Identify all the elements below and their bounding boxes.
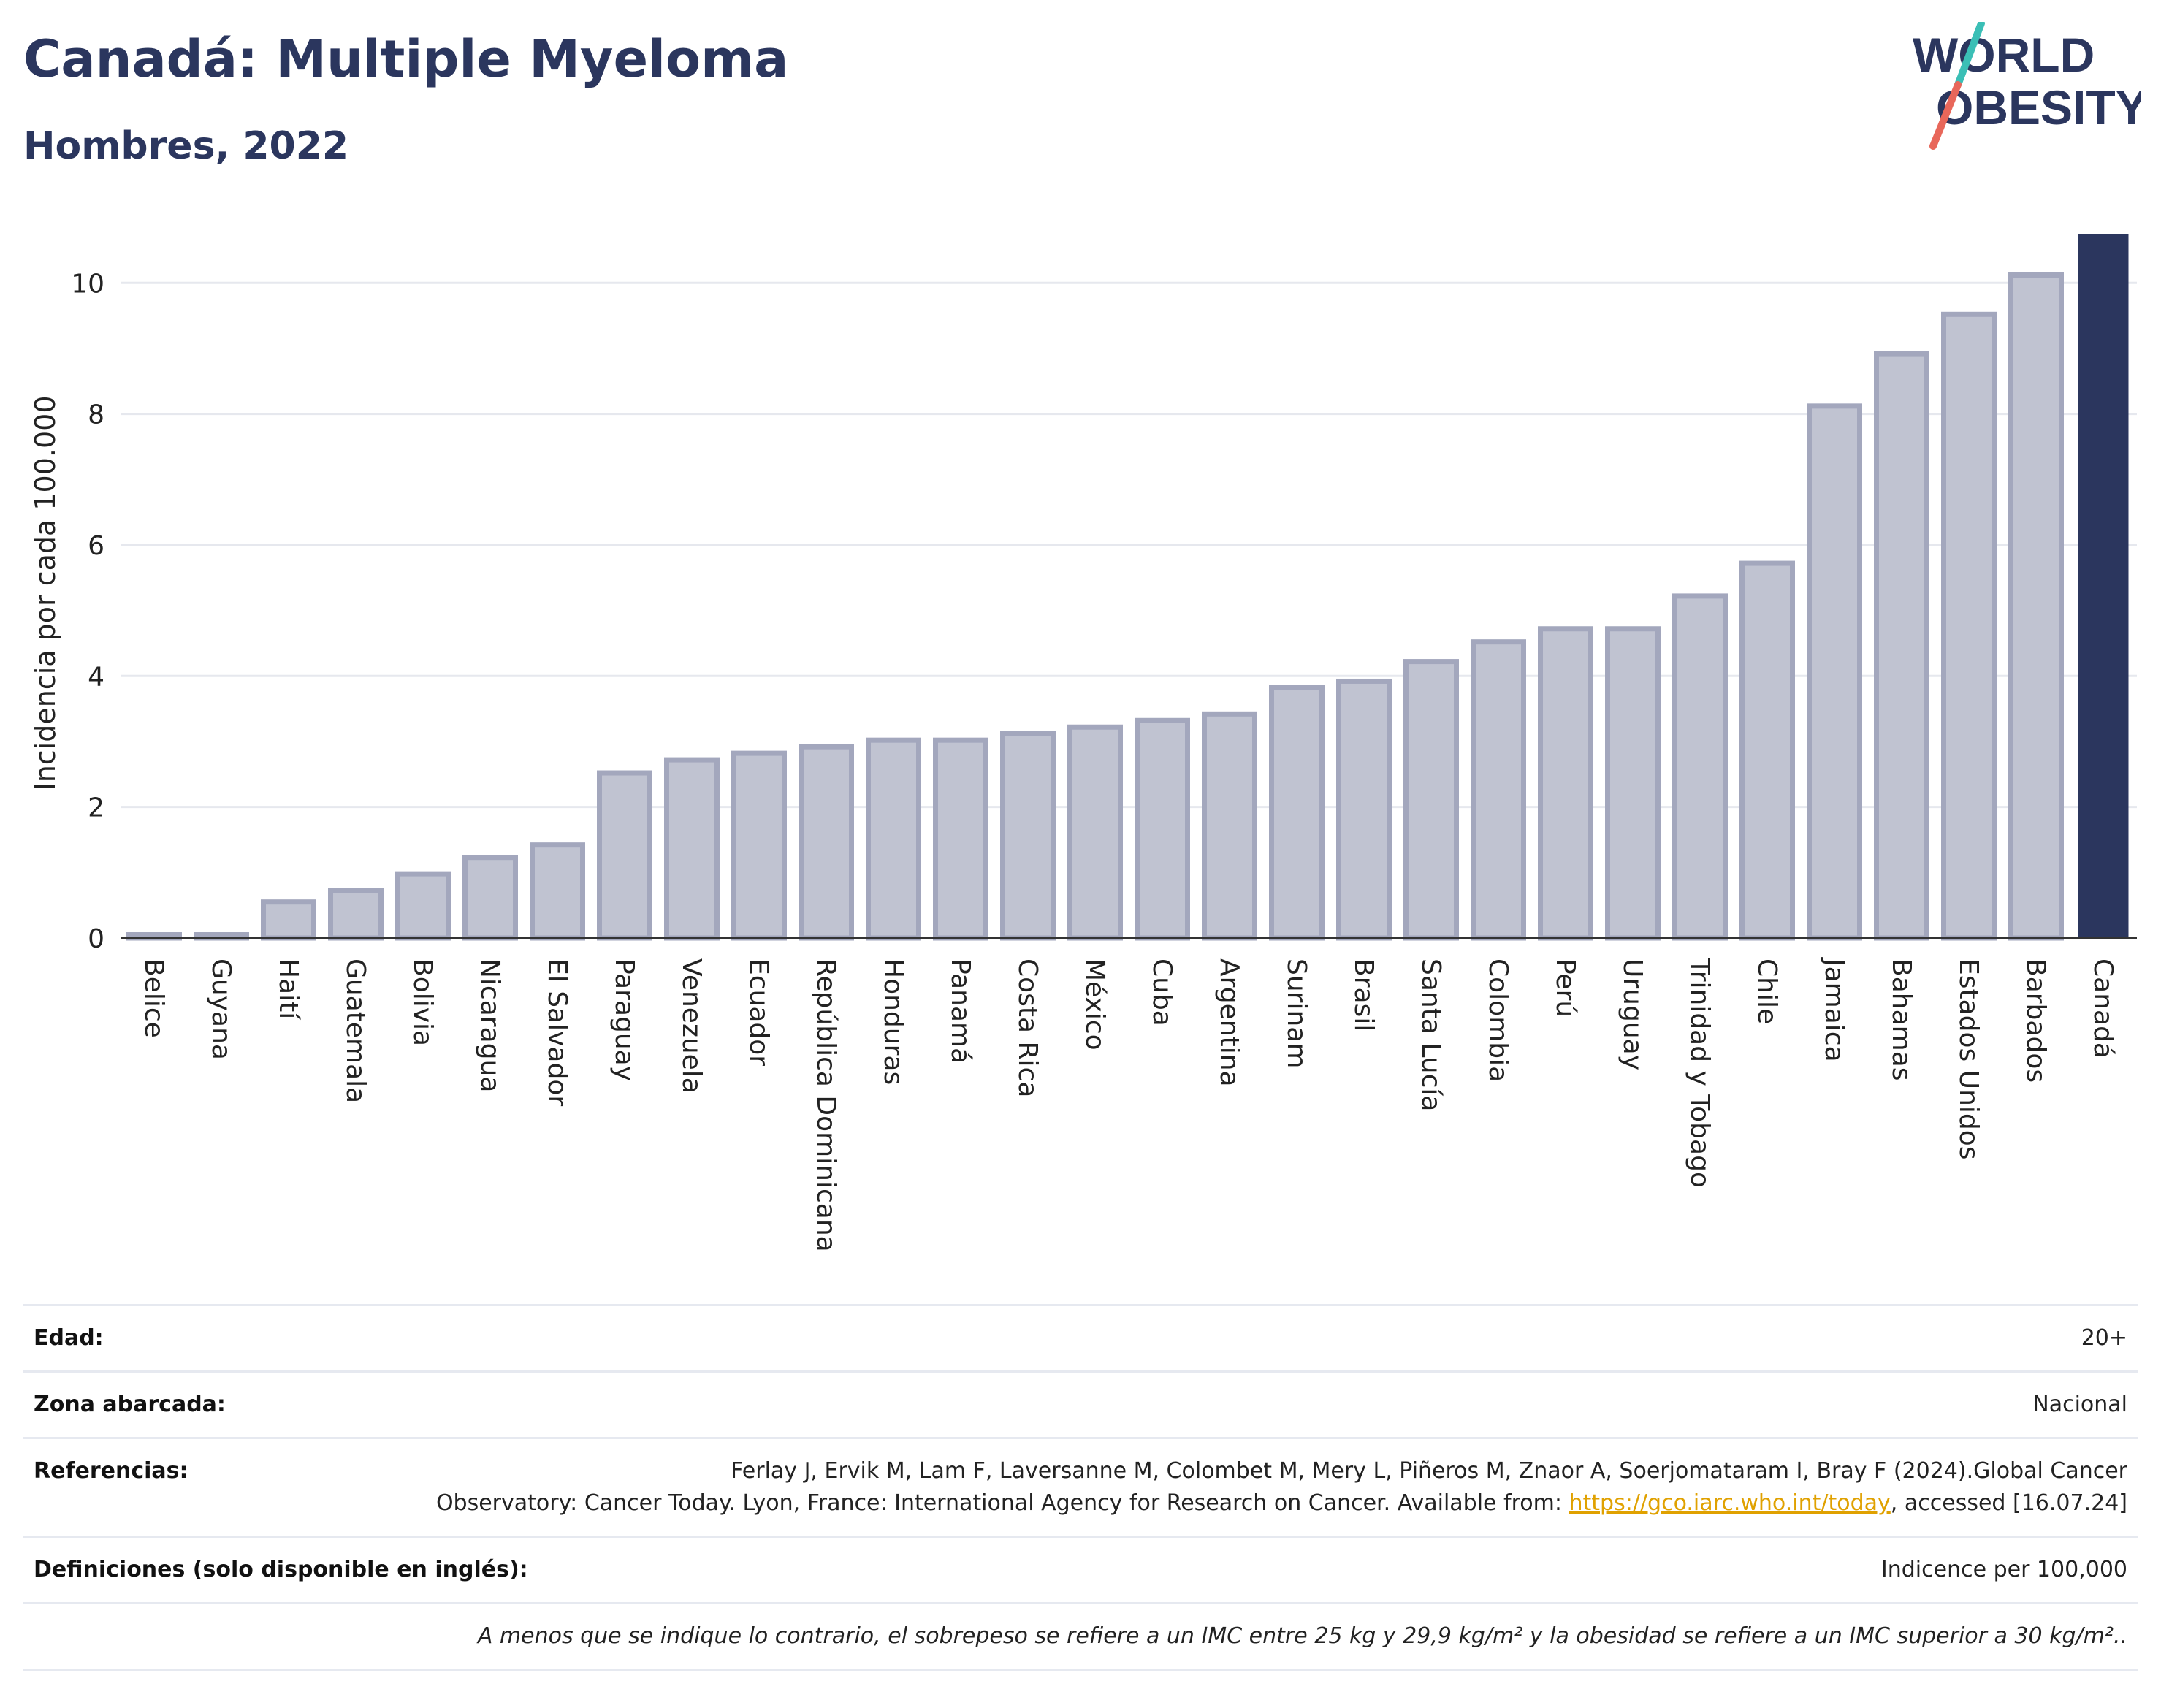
- bar: [1471, 639, 1526, 941]
- x-tick-label: Santa Lucía: [1416, 958, 1446, 1111]
- x-tick-label: Honduras: [878, 958, 908, 1085]
- meta-references-value: Ferlay J, Ervik M, Lam F, Laversanne M, …: [436, 1455, 2127, 1520]
- bar: [866, 737, 921, 941]
- reference-line-3: , accessed [16.07.24]: [1890, 1490, 2127, 1516]
- bar: [664, 757, 720, 941]
- bar: [1269, 685, 1325, 941]
- x-tick-label: Haití: [273, 958, 303, 1020]
- x-tick-label: Belice: [139, 958, 169, 1038]
- bar-chart: 0 2 4 6 8 10 Belice Guyana Haití Guatemala Bolivi…: [29, 234, 2137, 1252]
- bar: [1874, 351, 1929, 941]
- bar: [395, 871, 451, 941]
- bar: [1672, 593, 1728, 941]
- y-tick-label: 8: [88, 400, 104, 430]
- bar: [731, 750, 787, 941]
- bar: [1403, 659, 1459, 941]
- x-tick-label: Canadá: [2088, 958, 2118, 1059]
- meta-row-age: Edad: 20+: [23, 1304, 2138, 1370]
- reference-link[interactable]: https://gco.iarc.who.int/today: [1569, 1490, 1891, 1516]
- reference-line-2: Observatory: Cancer Today. Lyon, France:…: [435, 1490, 1569, 1516]
- bar: [1605, 626, 1661, 941]
- obesity-definition-note: A menos que se indique lo contrario, el …: [477, 1623, 2127, 1649]
- world-obesity-logo: WORLD OBESITY: [1913, 22, 2141, 150]
- x-tick-label: Uruguay: [1617, 958, 1647, 1070]
- x-tick-label: Jamaica: [1819, 957, 1849, 1062]
- x-tick-label: Guatemala: [340, 958, 370, 1103]
- x-tick-label: Brasil: [1349, 958, 1379, 1032]
- bar: [933, 737, 988, 941]
- y-tick-label: 4: [88, 662, 104, 692]
- x-tick-label: Surinam: [1281, 958, 1311, 1068]
- bar: [1807, 403, 1862, 941]
- meta-area-value: Nacional: [2032, 1392, 2127, 1417]
- bar: [1739, 560, 1795, 941]
- bar: [1000, 731, 1056, 941]
- meta-definitions-value: Indicence per 100,000: [1880, 1557, 2127, 1582]
- x-tick-label: El Salvador: [542, 958, 572, 1106]
- x-tick-label: Barbados: [2021, 958, 2051, 1083]
- x-tick-label: Guyana: [206, 958, 236, 1060]
- bar: [2078, 234, 2129, 938]
- reference-line-1: Ferlay J, Ervik M, Lam F, Laversanne M, …: [731, 1458, 2127, 1484]
- x-tick-label: Venezuela: [676, 958, 706, 1094]
- x-tick-label: Paraguay: [609, 958, 639, 1081]
- page-subtitle: Hombres, 2022: [23, 124, 349, 168]
- page-title: Canadá: Multiple Myeloma: [23, 29, 789, 89]
- y-tick-label: 2: [88, 793, 104, 823]
- meta-row-area: Zona abarcada: Nacional: [23, 1370, 2138, 1437]
- metadata-table: Edad: 20+ Zona abarcada: Nacional Refere…: [23, 1304, 2138, 1671]
- x-tick-label: República Dominicana: [811, 958, 841, 1252]
- bar: [261, 899, 316, 941]
- x-tick-label: Bolivia: [408, 958, 438, 1046]
- meta-row-references: Referencias: Ferlay J, Ervik M, Lam F, L…: [23, 1437, 2138, 1536]
- meta-age-value: 20+: [2081, 1325, 2127, 1351]
- x-tick-label: Colombia: [1483, 958, 1513, 1082]
- logo-text-world: WORLD: [1913, 28, 2095, 82]
- meta-references-label: Referencias:: [34, 1458, 188, 1484]
- bar: [1941, 311, 1997, 941]
- bar: [530, 842, 585, 941]
- bar: [328, 888, 384, 941]
- x-tick-label: Argentina: [1214, 958, 1244, 1087]
- x-tick-label: Nicaragua: [475, 958, 505, 1092]
- meta-area-label: Zona abarcada:: [34, 1392, 226, 1417]
- bar: [597, 770, 652, 941]
- x-tick-label: México: [1080, 958, 1110, 1051]
- y-axis-ticks: 0 2 4 6 8 10: [71, 269, 104, 954]
- x-tick-label: Chile: [1752, 958, 1782, 1024]
- meta-row-note: A menos que se indique lo contrario, el …: [23, 1602, 2138, 1671]
- logo-slash-top: [1954, 22, 1985, 88]
- meta-age-label: Edad:: [34, 1325, 104, 1351]
- bar: [1538, 626, 1593, 941]
- x-tick-label: Panamá: [945, 958, 975, 1064]
- y-tick-label: 0: [88, 924, 104, 954]
- bars: [121, 234, 2137, 941]
- bar: [799, 744, 854, 941]
- y-tick-label: 6: [88, 531, 104, 561]
- x-tick-label: Estados Unidos: [1954, 958, 1983, 1160]
- bar: [1202, 711, 1257, 941]
- y-tick-label: 10: [71, 269, 104, 299]
- x-tick-label: Perú: [1550, 958, 1580, 1017]
- y-axis-label: Incidencia por cada 100.000: [29, 395, 61, 790]
- grid-lines: [121, 281, 2137, 809]
- x-tick-label: Trinidad y Tobago: [1685, 958, 1715, 1188]
- x-axis-ticks: Belice Guyana Haití Guatemala Bolivia Nicarag…: [139, 957, 2118, 1252]
- meta-row-definitions: Definiciones (solo disponible en inglés)…: [23, 1536, 2138, 1602]
- bar: [1336, 678, 1392, 941]
- logo-text-obesity: OBESITY: [1936, 80, 2141, 134]
- bar: [1067, 724, 1123, 941]
- meta-definitions-label: Definiciones (solo disponible en inglés)…: [34, 1557, 528, 1582]
- x-tick-label: Cuba: [1147, 958, 1177, 1026]
- x-tick-label: Costa Rica: [1013, 958, 1043, 1097]
- bar: [462, 855, 518, 941]
- x-tick-label: Ecuador: [744, 958, 774, 1066]
- x-tick-label: Bahamas: [1886, 958, 1916, 1081]
- bar: [2008, 272, 2064, 941]
- bar: [1135, 717, 1190, 941]
- logo-slash-bottom: [1929, 81, 1962, 150]
